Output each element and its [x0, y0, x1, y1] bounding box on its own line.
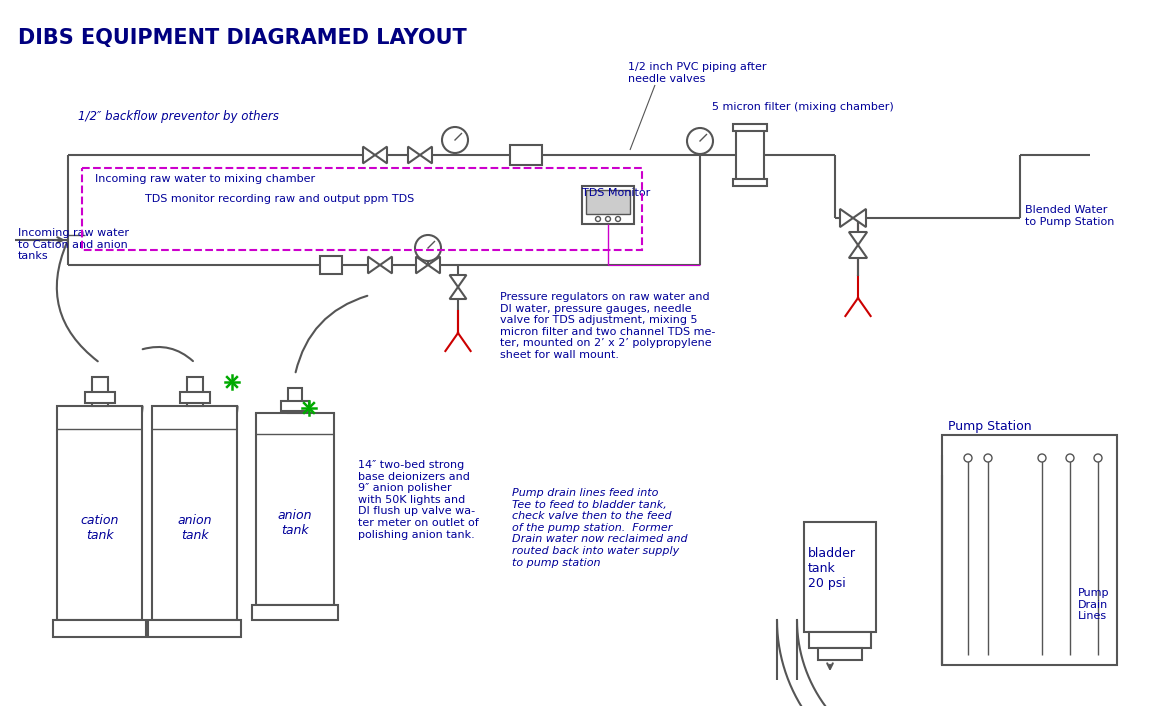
Text: Pump
Drain
Lines: Pump Drain Lines [1078, 588, 1110, 621]
Polygon shape [407, 147, 420, 163]
Bar [288, 388, 302, 413]
Polygon shape [450, 275, 466, 287]
Bar [58, 406, 143, 619]
Circle shape [442, 127, 468, 153]
Circle shape [616, 217, 620, 222]
Polygon shape [849, 245, 867, 258]
Circle shape [984, 454, 992, 462]
Text: Blended Water
to Pump Station: Blended Water to Pump Station [1026, 205, 1114, 227]
Bar [92, 377, 108, 406]
Bar [252, 604, 338, 620]
Circle shape [965, 454, 971, 462]
Text: TDS Monitor: TDS Monitor [582, 188, 650, 198]
Bar [510, 145, 542, 165]
Polygon shape [840, 209, 853, 227]
Circle shape [1066, 454, 1074, 462]
Polygon shape [428, 256, 440, 273]
Text: anion
tank: anion tank [277, 509, 312, 537]
Bar [85, 392, 115, 403]
Polygon shape [849, 232, 867, 245]
Bar [188, 377, 203, 406]
Text: Pressure regulators on raw water and
DI water, pressure gauges, needle
valve for: Pressure regulators on raw water and DI … [500, 292, 716, 360]
Bar [256, 413, 334, 604]
Bar [152, 406, 237, 619]
Bar [733, 179, 767, 186]
Bar [586, 190, 630, 214]
Bar [733, 124, 767, 131]
Text: Pump drain lines feed into
Tee to feed to bladder tank,
check valve then to the : Pump drain lines feed into Tee to feed t… [512, 488, 687, 568]
Circle shape [1038, 454, 1046, 462]
Text: Pump Station: Pump Station [948, 420, 1031, 433]
Circle shape [416, 235, 441, 261]
Text: bladder
tank
20 psi: bladder tank 20 psi [808, 547, 856, 590]
Text: anion
tank: anion tank [177, 514, 212, 542]
Circle shape [595, 217, 601, 222]
Text: DIBS EQUIPMENT DIAGRAMED LAYOUT: DIBS EQUIPMENT DIAGRAMED LAYOUT [18, 28, 467, 48]
Text: Incoming raw water to mixing chamber: Incoming raw water to mixing chamber [96, 174, 315, 184]
Text: cation
tank: cation tank [81, 514, 120, 542]
Bar [818, 648, 862, 660]
Text: 1/2″ backflow preventor by others: 1/2″ backflow preventor by others [78, 110, 279, 123]
Polygon shape [853, 209, 866, 227]
Text: 14″ two-bed strong
base deionizers and
9″ anion polisher
with 50K lights and
DI : 14″ two-bed strong base deionizers and 9… [358, 460, 479, 539]
Bar [582, 186, 634, 224]
Bar [53, 619, 146, 637]
Bar [82, 168, 642, 250]
Text: 5 micron filter (mixing chamber): 5 micron filter (mixing chamber) [712, 102, 893, 112]
Polygon shape [420, 147, 432, 163]
Bar [180, 392, 211, 403]
Circle shape [687, 128, 712, 154]
Bar [320, 256, 342, 274]
Circle shape [1093, 454, 1102, 462]
Bar [735, 129, 764, 181]
Text: TDS monitor recording raw and output ppm TDS: TDS monitor recording raw and output ppm… [145, 194, 414, 204]
Bar [805, 522, 876, 632]
Polygon shape [380, 256, 392, 273]
Text: Incoming raw water
to Cation and anion
tanks: Incoming raw water to Cation and anion t… [18, 228, 129, 261]
Bar [281, 400, 308, 411]
Polygon shape [363, 147, 375, 163]
Polygon shape [450, 287, 466, 299]
Bar [809, 632, 871, 648]
Bar [148, 619, 242, 637]
Polygon shape [368, 256, 380, 273]
Circle shape [605, 217, 610, 222]
Polygon shape [375, 147, 387, 163]
Bar [942, 435, 1116, 665]
Polygon shape [416, 256, 428, 273]
Text: 1/2 inch PVC piping after
needle valves: 1/2 inch PVC piping after needle valves [628, 62, 767, 83]
